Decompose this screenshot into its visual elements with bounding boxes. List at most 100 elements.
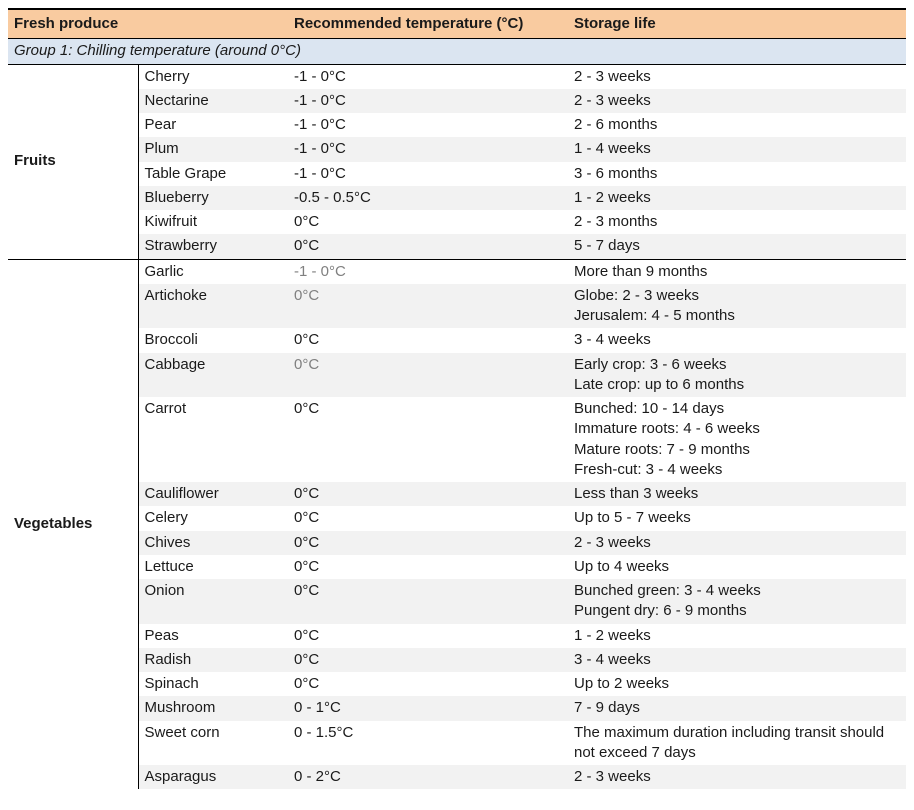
header-life: Storage life <box>568 9 906 39</box>
produce-temp: -1 - 0°C <box>288 64 568 89</box>
category-cell: Fruits <box>8 64 138 259</box>
produce-temp: 0°C <box>288 353 568 398</box>
produce-name: Chives <box>138 531 288 555</box>
table-row: Peas0°C1 - 2 weeks <box>8 624 906 648</box>
table-row: Mushroom0 - 1°C7 - 9 days <box>8 696 906 720</box>
table-row: FruitsCherry-1 - 0°C2 - 3 weeks <box>8 64 906 89</box>
produce-name: Pear <box>138 113 288 137</box>
produce-life: 3 - 4 weeks <box>568 648 906 672</box>
produce-temp: -1 - 0°C <box>288 89 568 113</box>
produce-temp: 0 - 1°C <box>288 696 568 720</box>
produce-temp: 0°C <box>288 579 568 624</box>
produce-temp: 0°C <box>288 284 568 329</box>
produce-name: Radish <box>138 648 288 672</box>
produce-life: Up to 5 - 7 weeks <box>568 506 906 530</box>
table-row: Plum-1 - 0°C1 - 4 weeks <box>8 137 906 161</box>
produce-temp: 0°C <box>288 672 568 696</box>
produce-life: 3 - 6 months <box>568 162 906 186</box>
produce-temp: 0 - 1.5°C <box>288 721 568 766</box>
table-row: Strawberry0°C5 - 7 days <box>8 234 906 259</box>
table-row: Chives0°C2 - 3 weeks <box>8 531 906 555</box>
table-row: Kiwifruit0°C2 - 3 months <box>8 210 906 234</box>
produce-life: Less than 3 weeks <box>568 482 906 506</box>
produce-temp: -0.5 - 0.5°C <box>288 186 568 210</box>
table-row: Blueberry-0.5 - 0.5°C1 - 2 weeks <box>8 186 906 210</box>
header-temp: Recommended temperature (°C) <box>288 9 568 39</box>
produce-life: Up to 4 weeks <box>568 555 906 579</box>
produce-temp: -1 - 0°C <box>288 137 568 161</box>
table-row: Lettuce0°CUp to 4 weeks <box>8 555 906 579</box>
table-row: Artichoke0°CGlobe: 2 - 3 weeksJerusalem:… <box>8 284 906 329</box>
table-row: Carrot0°CBunched: 10 - 14 daysImmature r… <box>8 397 906 482</box>
produce-life: Bunched: 10 - 14 daysImmature roots: 4 -… <box>568 397 906 482</box>
produce-name: Broccoli <box>138 328 288 352</box>
produce-temp: -1 - 0°C <box>288 162 568 186</box>
table-row: Table Grape-1 - 0°C3 - 6 months <box>8 162 906 186</box>
produce-life: Up to 2 weeks <box>568 672 906 696</box>
produce-name: Cabbage <box>138 353 288 398</box>
produce-name: Cherry <box>138 64 288 89</box>
produce-life: 7 - 9 days <box>568 696 906 720</box>
produce-name: Spinach <box>138 672 288 696</box>
storage-table-wrap: Fresh produce Recommended temperature (°… <box>8 8 906 789</box>
group-title: Group 1: Chilling temperature (around 0°… <box>8 39 906 64</box>
table-row: Spinach0°CUp to 2 weeks <box>8 672 906 696</box>
produce-name: Artichoke <box>138 284 288 329</box>
group-row: Group 1: Chilling temperature (around 0°… <box>8 39 906 64</box>
produce-name: Table Grape <box>138 162 288 186</box>
table-row: Sweet corn0 - 1.5°CThe maximum duration … <box>8 721 906 766</box>
table-row: Cauliflower0°CLess than 3 weeks <box>8 482 906 506</box>
header-produce: Fresh produce <box>8 9 288 39</box>
produce-name: Mushroom <box>138 696 288 720</box>
storage-table: Fresh produce Recommended temperature (°… <box>8 8 906 789</box>
table-row: Broccoli0°C3 - 4 weeks <box>8 328 906 352</box>
produce-temp: 0°C <box>288 210 568 234</box>
produce-life: 1 - 2 weeks <box>568 186 906 210</box>
produce-life: 2 - 3 months <box>568 210 906 234</box>
produce-temp: 0°C <box>288 328 568 352</box>
produce-life: Bunched green: 3 - 4 weeksPungent dry: 6… <box>568 579 906 624</box>
produce-temp: 0°C <box>288 531 568 555</box>
produce-temp: -1 - 0°C <box>288 113 568 137</box>
table-row: VegetablesGarlic-1 - 0°CMore than 9 mont… <box>8 259 906 284</box>
produce-name: Garlic <box>138 259 288 284</box>
produce-life: More than 9 months <box>568 259 906 284</box>
produce-name: Asparagus <box>138 765 288 789</box>
table-row: Radish0°C3 - 4 weeks <box>8 648 906 672</box>
produce-name: Plum <box>138 137 288 161</box>
produce-life: 1 - 2 weeks <box>568 624 906 648</box>
produce-life: Early crop: 3 - 6 weeksLate crop: up to … <box>568 353 906 398</box>
produce-temp: 0°C <box>288 482 568 506</box>
produce-temp: 0°C <box>288 234 568 259</box>
produce-name: Kiwifruit <box>138 210 288 234</box>
produce-temp: 0°C <box>288 624 568 648</box>
category-cell: Vegetables <box>8 259 138 789</box>
produce-life: The maximum duration including transit s… <box>568 721 906 766</box>
produce-life: 2 - 3 weeks <box>568 64 906 89</box>
table-row: Onion0°CBunched green: 3 - 4 weeksPungen… <box>8 579 906 624</box>
produce-name: Sweet corn <box>138 721 288 766</box>
produce-name: Nectarine <box>138 89 288 113</box>
produce-temp: -1 - 0°C <box>288 259 568 284</box>
produce-life: 2 - 3 weeks <box>568 765 906 789</box>
produce-name: Cauliflower <box>138 482 288 506</box>
produce-name: Peas <box>138 624 288 648</box>
produce-name: Blueberry <box>138 186 288 210</box>
table-row: Pear-1 - 0°C2 - 6 months <box>8 113 906 137</box>
produce-temp: 0°C <box>288 555 568 579</box>
produce-life: 5 - 7 days <box>568 234 906 259</box>
produce-life: 1 - 4 weeks <box>568 137 906 161</box>
table-row: Asparagus0 - 2°C2 - 3 weeks <box>8 765 906 789</box>
produce-name: Carrot <box>138 397 288 482</box>
produce-temp: 0°C <box>288 397 568 482</box>
header-row: Fresh produce Recommended temperature (°… <box>8 9 906 39</box>
table-row: Nectarine-1 - 0°C2 - 3 weeks <box>8 89 906 113</box>
produce-name: Onion <box>138 579 288 624</box>
produce-life: 2 - 6 months <box>568 113 906 137</box>
produce-name: Strawberry <box>138 234 288 259</box>
produce-temp: 0°C <box>288 648 568 672</box>
produce-life: Globe: 2 - 3 weeksJerusalem: 4 - 5 month… <box>568 284 906 329</box>
produce-life: 2 - 3 weeks <box>568 89 906 113</box>
produce-life: 2 - 3 weeks <box>568 531 906 555</box>
produce-temp: 0 - 2°C <box>288 765 568 789</box>
